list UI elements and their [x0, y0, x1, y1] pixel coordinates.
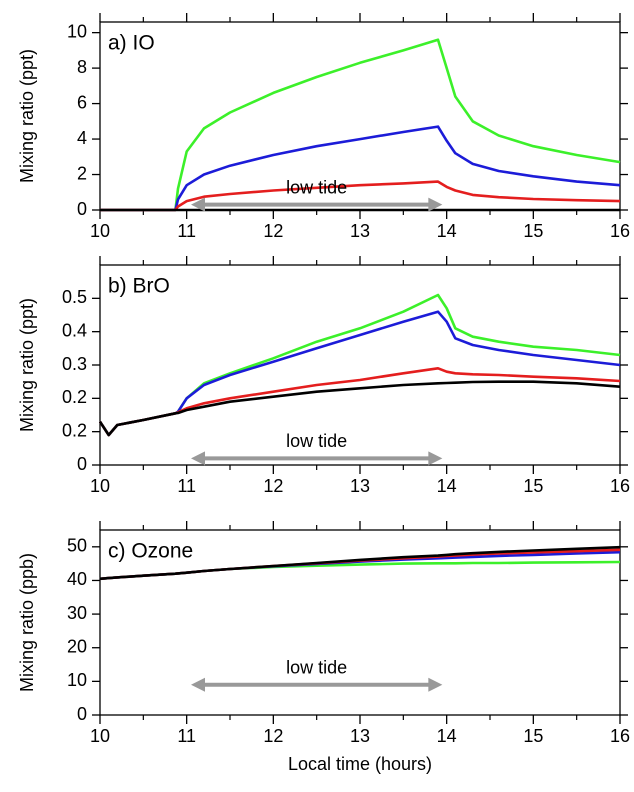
x-tick-label: 11 [177, 476, 196, 496]
x-tick-label: 11 [177, 221, 196, 241]
x-tick-label: 13 [350, 221, 370, 241]
panel-title: c) Ozone [108, 540, 193, 563]
y-tick-label: 20 [67, 636, 87, 656]
plot-frame [99, 264, 621, 466]
y-tick-label: 0 [77, 704, 87, 724]
series-line [100, 125, 621, 212]
y-tick-label: 0.5 [62, 287, 87, 307]
x-tick-label: 14 [437, 726, 457, 746]
x-tick-label: 12 [263, 726, 283, 746]
plot-frame [99, 21, 621, 211]
x-tick-label: 11 [177, 726, 196, 746]
y-tick-label: 50 [67, 536, 87, 556]
arrow-head [428, 451, 443, 466]
y-axis-label: Mixing ratio (ppt) [17, 298, 37, 432]
x-tick-label: 12 [263, 221, 283, 241]
y-tick-label: 4 [77, 128, 87, 148]
arrow-head [191, 197, 205, 212]
panel-title: b) BrO [108, 275, 170, 298]
x-tick-label: 10 [90, 476, 110, 496]
series-line [99, 545, 621, 581]
y-tick-label: 30 [67, 603, 87, 623]
y-tick-label: 2 [77, 163, 87, 183]
y-tick-label: 0 [77, 199, 87, 219]
annotation-text: low tide [286, 431, 347, 451]
x-tick-label: 10 [90, 221, 110, 241]
x-tick-label: 14 [437, 221, 457, 241]
y-tick-label: 0.3 [62, 354, 87, 374]
y-tick-label: 40 [67, 569, 87, 589]
y-tick-label: 0.4 [62, 320, 87, 340]
x-tick-label: 15 [523, 726, 543, 746]
x-tick-label: 12 [263, 476, 283, 496]
series-line [98, 380, 621, 437]
arrow-head [191, 677, 205, 692]
x-tick-label: 16 [610, 726, 630, 746]
y-tick-label: 10 [67, 21, 87, 41]
y-tick-label: 0 [77, 454, 87, 474]
panel-title: a) IO [108, 32, 155, 55]
y-tick-label: 8 [77, 57, 87, 77]
y-tick-label: 0.2 [62, 420, 87, 440]
x-tick-label: 15 [523, 221, 543, 241]
series-line [99, 560, 621, 581]
x-axis-label: Local time (hours) [288, 754, 432, 774]
y-tick-label: 10 [67, 670, 87, 690]
arrow-head [428, 197, 443, 212]
x-tick-label: 10 [90, 726, 110, 746]
y-tick-label: 0.2 [62, 387, 87, 407]
arrow-head [428, 677, 443, 692]
annotation-text: low tide [286, 177, 347, 197]
x-tick-label: 16 [610, 476, 630, 496]
arrow-head [191, 451, 205, 466]
annotation-text: low tide [286, 657, 347, 677]
x-tick-label: 13 [350, 476, 370, 496]
series-line [98, 310, 621, 437]
x-tick-label: 15 [523, 476, 543, 496]
series-line [98, 366, 621, 437]
y-axis-label: Mixing ratio (ppb) [17, 553, 37, 692]
y-axis-label: Mixing ratio (ppt) [17, 49, 37, 183]
x-tick-label: 13 [350, 726, 370, 746]
y-tick-label: 6 [77, 92, 87, 112]
x-tick-label: 16 [610, 221, 630, 241]
x-tick-label: 14 [437, 476, 457, 496]
